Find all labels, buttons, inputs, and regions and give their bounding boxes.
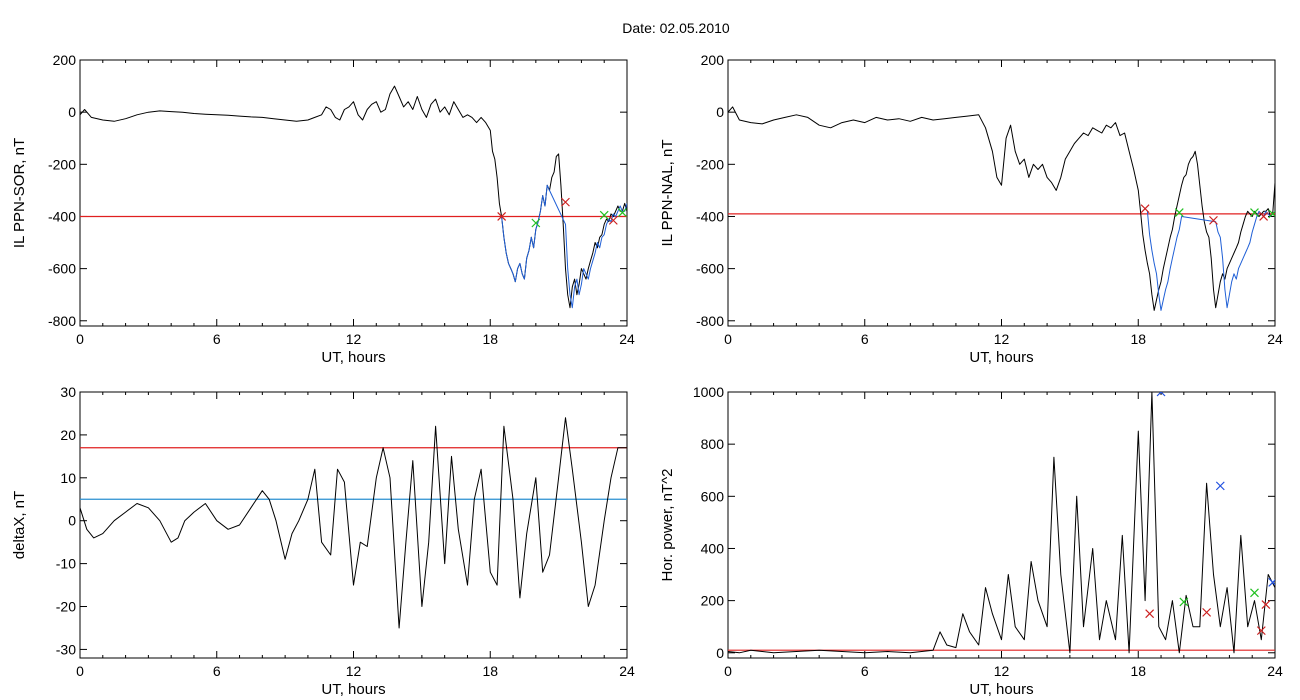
data-marker <box>1140 204 1150 214</box>
y-tick-label: -800 <box>48 313 76 329</box>
y-tick-label: 1000 <box>693 384 724 400</box>
y-tick-label: -600 <box>48 261 76 277</box>
panel-power: 0 6 12 18 24 1000 800 600 400 200 0 UT, hours Hor. p… <box>659 384 1283 698</box>
x-tick-label: 18 <box>1130 331 1146 347</box>
y-tick-label: -30 <box>56 641 76 657</box>
series-line-1 <box>728 106 1275 311</box>
data-marker <box>1145 609 1155 619</box>
data-marker <box>1259 212 1269 221</box>
data-marker <box>1261 600 1271 609</box>
x-tick-label: 24 <box>1267 331 1283 347</box>
y-tick-label: -800 <box>696 313 724 329</box>
data-marker <box>1156 392 1166 397</box>
plot-frame <box>727 391 1276 659</box>
panel-deltax: 0 6 12 18 24 30 20 10 0 -10 -20 -30 UT, hours deltaX,… <box>11 384 635 698</box>
x-axis-label: UT, hours <box>969 349 1033 366</box>
data-layer <box>728 106 1275 311</box>
data-marker <box>1268 577 1275 587</box>
y-tick-label: 200 <box>701 52 725 68</box>
data-marker <box>1215 481 1225 491</box>
x-axis-label: UT, hours <box>321 681 385 698</box>
panel-nal: 0 6 12 18 24 200 0 -200 -400 -600 -800 UT, hours IL … <box>659 52 1283 366</box>
x-axis-label: UT, hours <box>969 681 1033 698</box>
y-tick-label: 0 <box>68 104 76 120</box>
y-tick-label: -10 <box>56 556 76 572</box>
y-tick-label: 800 <box>701 436 725 452</box>
data-marker <box>1179 597 1189 607</box>
y-axis-label: IL PPN-SOR, nT <box>11 138 28 248</box>
x-tick-label: 0 <box>724 663 732 679</box>
x-tick-label: 6 <box>861 663 869 679</box>
y-tick-label: 30 <box>60 384 76 400</box>
x-tick-label: 6 <box>213 663 221 679</box>
y-axis-label: Hor. power, nT^2 <box>659 469 676 582</box>
y-tick-label: -20 <box>56 599 76 615</box>
x-tick-label: 0 <box>76 331 84 347</box>
x-tick-label: 6 <box>213 331 221 347</box>
data-marker <box>531 218 541 228</box>
figure-title: Date: 02.05.2010 <box>622 20 730 36</box>
y-tick-label: -200 <box>696 156 724 172</box>
x-tick-label: 24 <box>619 663 635 679</box>
y-tick-label: 10 <box>60 470 76 486</box>
x-tick-label: 12 <box>346 663 362 679</box>
data-marker <box>1250 208 1259 217</box>
x-tick-label: 18 <box>1130 663 1146 679</box>
y-tick-label: -200 <box>48 156 76 172</box>
y-tick-label: 400 <box>701 540 725 556</box>
y-tick-label: 600 <box>701 488 725 504</box>
y-axis-label: deltaX, nT <box>11 491 28 559</box>
x-tick-label: 0 <box>76 663 84 679</box>
x-tick-label: 18 <box>482 663 498 679</box>
x-tick-label: 12 <box>346 331 362 347</box>
data-layer <box>728 392 1275 654</box>
panel-sor: 0 6 12 18 24 200 0 -200 -400 -600 -800 UT, hours IL … <box>11 52 635 366</box>
series-line-1 <box>80 85 627 309</box>
x-tick-label: 12 <box>994 663 1010 679</box>
y-tick-label: -400 <box>48 208 76 224</box>
data-marker <box>618 208 627 217</box>
series-line-1 <box>80 417 627 629</box>
x-tick-label: 18 <box>482 331 498 347</box>
y-tick-label: 200 <box>53 52 77 68</box>
y-axis-label: IL PPN-NAL, nT <box>659 140 676 247</box>
plot-frame <box>79 59 628 327</box>
data-marker <box>1268 209 1275 219</box>
x-axis-label: UT, hours <box>321 349 385 366</box>
plot-frame <box>727 59 1276 327</box>
y-tick-label: 0 <box>716 104 724 120</box>
x-tick-label: 6 <box>861 331 869 347</box>
x-tick-label: 12 <box>994 331 1010 347</box>
series-line-1 <box>728 392 1275 654</box>
data-marker <box>497 212 507 221</box>
y-tick-label: -400 <box>696 208 724 224</box>
data-marker <box>1256 626 1266 636</box>
series-line-2 <box>501 184 627 309</box>
data-layer <box>80 85 627 309</box>
data-marker <box>561 197 570 207</box>
y-tick-label: -600 <box>696 261 724 277</box>
y-tick-label: 0 <box>68 513 76 529</box>
x-tick-label: 24 <box>1267 663 1283 679</box>
data-layer <box>80 417 627 629</box>
data-marker <box>608 215 618 225</box>
data-marker <box>1202 607 1212 617</box>
data-marker <box>1209 215 1218 225</box>
data-marker <box>599 210 609 220</box>
series-line-2 <box>1146 210 1275 311</box>
x-tick-label: 0 <box>724 331 732 347</box>
data-marker <box>1174 208 1184 217</box>
y-tick-label: 200 <box>701 593 725 609</box>
data-marker <box>1250 588 1259 598</box>
x-tick-label: 24 <box>619 331 635 347</box>
y-tick-label: 20 <box>60 427 76 443</box>
y-tick-label: 0 <box>716 645 724 661</box>
